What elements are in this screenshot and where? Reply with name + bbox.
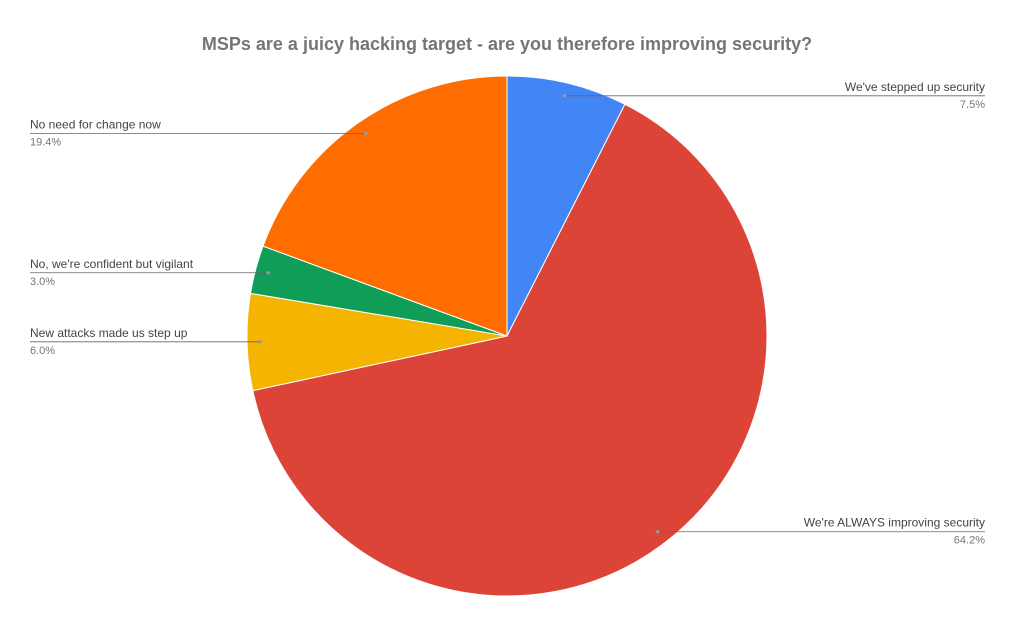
chart-title: MSPs are a juicy hacking target - are yo… xyxy=(202,34,812,54)
slice-value: 64.2% xyxy=(954,535,985,547)
slice-label: We're ALWAYS improving security xyxy=(804,516,985,530)
slice-label: New attacks made us step up xyxy=(30,326,188,340)
leader-dot xyxy=(266,270,271,275)
slice-value: 19.4% xyxy=(30,136,61,148)
leader-dot xyxy=(363,131,368,136)
slice-value: 7.5% xyxy=(960,99,985,111)
leader-dot xyxy=(258,340,262,344)
slice-label: No, we're confident but vigilant xyxy=(30,257,194,271)
leader-dot xyxy=(655,529,660,534)
pie-slice xyxy=(506,75,626,337)
pie-slice xyxy=(252,103,768,597)
leader-dot xyxy=(562,94,567,98)
slice-label: We've stepped up security xyxy=(845,80,985,94)
slice-value: 3.0% xyxy=(30,276,55,288)
slice-label: No need for change now xyxy=(30,117,161,131)
slice-value: 6.0% xyxy=(30,345,55,357)
pie-slice xyxy=(262,75,508,337)
